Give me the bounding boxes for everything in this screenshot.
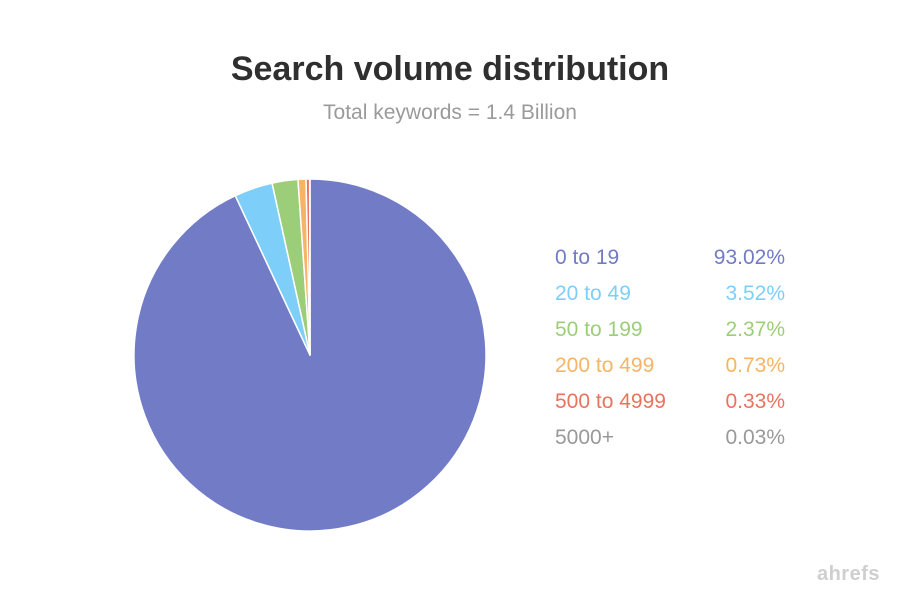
legend-value: 2.37% xyxy=(725,318,785,341)
legend-label: 500 to 4999 xyxy=(555,390,666,413)
legend-item: 5000+ 0.03% xyxy=(555,420,785,456)
legend-item: 20 to 49 3.52% xyxy=(555,276,785,312)
legend-value: 3.52% xyxy=(725,282,785,305)
chart-legend: 0 to 19 93.02% 20 to 49 3.52% 50 to 199 2.37%… xyxy=(555,240,785,456)
legend-value: 0.03% xyxy=(725,426,785,449)
legend-label: 200 to 499 xyxy=(555,354,655,377)
legend-label: 20 to 49 xyxy=(555,282,631,305)
chart-subtitle: Total keywords = 1.4 Billion xyxy=(323,101,577,124)
legend-label: 50 to 199 xyxy=(555,318,643,341)
legend-item: 200 to 499 0.73% xyxy=(555,348,785,384)
legend-label: 5000+ xyxy=(555,426,614,449)
legend-value: 0.73% xyxy=(725,354,785,377)
legend-value: 0.33% xyxy=(725,390,785,413)
legend-label: 0 to 19 xyxy=(555,246,620,269)
legend-value: 93.02% xyxy=(713,246,785,269)
legend-item: 50 to 199 2.37% xyxy=(555,312,785,348)
legend-item: 500 to 4999 0.33% xyxy=(555,384,785,420)
legend-item: 0 to 19 93.02% xyxy=(555,240,785,276)
ahrefs-logo: ahrefs xyxy=(816,563,880,585)
chart-title: Search volume distribution xyxy=(230,50,670,88)
